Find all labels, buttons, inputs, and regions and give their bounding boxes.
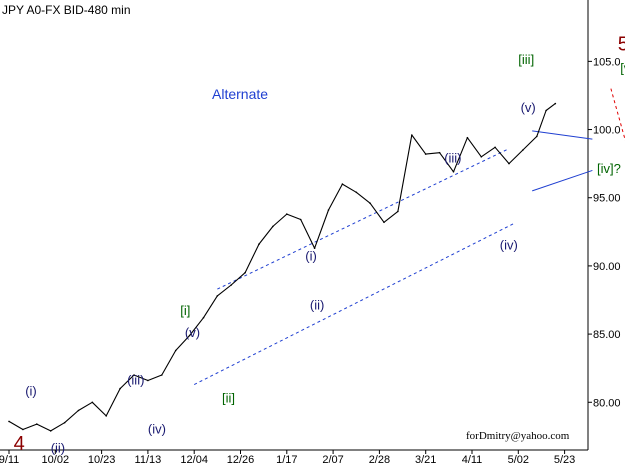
wave-label: (iv) — [500, 238, 518, 253]
data-point — [313, 247, 316, 249]
x-tick-label: 4/11 — [462, 454, 483, 465]
data-point — [105, 415, 107, 417]
data-point — [8, 420, 10, 423]
data-point — [536, 135, 538, 138]
data-point — [77, 409, 80, 412]
data-point — [355, 191, 358, 194]
wave-label: (v) — [185, 325, 200, 340]
triangle-line — [532, 169, 593, 192]
y-tick-label: 105.0 — [593, 56, 621, 68]
y-tick-label: 90.00 — [593, 261, 621, 273]
data-point — [424, 153, 427, 155]
y-tick-label: 95.00 — [593, 193, 621, 205]
wave-label: (i) — [25, 384, 37, 399]
wave-label: (v) — [521, 100, 536, 115]
wave-label: (iv) — [148, 422, 166, 437]
data-point — [216, 295, 219, 297]
data-point — [49, 430, 52, 432]
data-point — [341, 183, 344, 185]
wave-label: (ii) — [310, 298, 324, 313]
x-tick-label: 5/23 — [554, 454, 575, 465]
data-point — [494, 146, 496, 149]
x-tick-label: 1/17 — [276, 454, 297, 465]
series-layer — [8, 102, 557, 432]
alternate-label: Alternate — [212, 86, 268, 102]
wave-label: 5 — [618, 34, 625, 56]
data-point — [272, 225, 274, 228]
data-point — [383, 221, 385, 224]
y-tick-label: 85.00 — [593, 329, 621, 341]
data-point — [22, 428, 24, 431]
data-point — [133, 374, 135, 376]
y-tick-label: 80.00 — [593, 397, 621, 409]
data-point — [466, 136, 469, 139]
wave-label: (iii) — [444, 150, 461, 165]
data-point — [258, 243, 260, 245]
data-point — [147, 379, 149, 382]
x-axis-ticks: 9/11 10/02 10/23 11/13 12/04 12/26 1/17 2/07 2/2… — [0, 450, 575, 465]
wave-label: (i) — [305, 249, 317, 264]
chart-title: JPY A0-FX BID-480 min — [2, 3, 131, 17]
data-point — [36, 423, 38, 425]
y-tick-label: 100.0 — [593, 125, 621, 137]
triangle-line — [532, 130, 593, 140]
data-point — [119, 387, 121, 390]
wave-label: [iii] — [518, 52, 534, 67]
data-point — [299, 218, 302, 221]
x-tick-label: 11/13 — [135, 454, 162, 465]
wave-label: 4 — [14, 433, 25, 455]
data-point — [327, 209, 330, 211]
data-point — [161, 374, 163, 376]
x-tick-label: 9/11 — [0, 454, 19, 465]
wave-label: [i] — [180, 303, 190, 318]
x-tick-label: 2/28 — [369, 454, 390, 465]
x-tick-label: 10/02 — [42, 454, 70, 465]
data-point — [188, 334, 191, 337]
data-point — [369, 202, 371, 204]
data-point — [554, 102, 557, 105]
data-point — [174, 349, 177, 352]
x-tick-label: 5/02 — [508, 454, 529, 465]
wave-label: (ii) — [51, 441, 65, 456]
wave-label: [v] — [620, 60, 625, 75]
x-tick-label: 10/23 — [88, 454, 116, 465]
data-point — [91, 401, 94, 404]
data-point — [452, 171, 455, 173]
overlay-layer — [193, 88, 625, 385]
y-axis-ticks: 80.00 85.00 90.00 95.00 100.0 105.0 — [588, 56, 621, 409]
wave-label: (iii) — [127, 373, 144, 388]
data-point — [522, 149, 524, 151]
plot-area — [0, 0, 588, 450]
data-point — [438, 151, 441, 154]
x-tick-label: 3/21 — [415, 454, 436, 465]
wave-labels: 4 (i) (ii) (iii) (iv) [i] (v) [ii] (i) (ii) (iii) (… — [14, 34, 625, 456]
data-point — [286, 213, 288, 215]
data-point — [545, 109, 547, 112]
wave-label: [iv]? — [597, 161, 621, 176]
data-point — [411, 134, 413, 136]
data-point — [508, 162, 510, 165]
data-point — [480, 156, 483, 158]
x-tick-label: 12/26 — [227, 454, 255, 465]
wave-label: [ii] — [222, 390, 235, 405]
data-point — [63, 421, 66, 424]
data-point — [244, 271, 246, 274]
data-point — [202, 316, 205, 319]
data-point — [230, 284, 232, 286]
x-tick-label: 2/07 — [322, 454, 343, 465]
credit-text: forDmitry@yahoo.com — [466, 430, 570, 442]
x-tick-label: 12/04 — [180, 454, 208, 465]
data-point — [397, 210, 399, 213]
